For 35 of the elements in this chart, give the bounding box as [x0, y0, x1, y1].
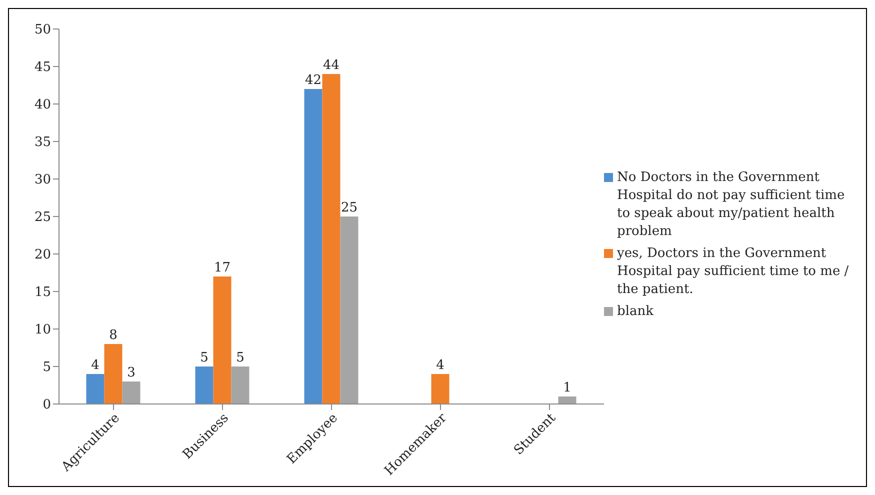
- data-label: 42: [304, 73, 322, 88]
- y-tick-label: 0: [42, 398, 51, 413]
- y-tick-label: 45: [34, 60, 51, 76]
- bar: [558, 396, 576, 404]
- y-tick-label: 25: [34, 210, 51, 226]
- y-tick-label: 30: [34, 172, 51, 188]
- data-label: 5: [200, 350, 208, 366]
- data-label: 44: [322, 58, 340, 73]
- bar: [195, 366, 214, 404]
- data-label: 4: [91, 358, 100, 373]
- bar: [304, 89, 322, 404]
- bar: [213, 276, 232, 404]
- bar: [322, 74, 340, 404]
- y-tick-label: 5: [42, 360, 51, 376]
- data-label: 8: [109, 328, 118, 343]
- data-label: 4: [436, 358, 444, 373]
- bar: [231, 366, 250, 404]
- bar: [431, 374, 450, 404]
- bar: [122, 382, 140, 404]
- y-tick-label: 15: [34, 285, 51, 300]
- y-tick-label: 10: [34, 322, 51, 338]
- data-label: 17: [214, 260, 231, 276]
- data-label: 5: [236, 350, 244, 366]
- legend-label: yes, Doctors in the Government Hospital pay sufficient time to me / the patient.: [617, 244, 850, 298]
- y-tick-label: 35: [34, 135, 51, 150]
- y-tick-label: 20: [34, 248, 51, 263]
- bar: [340, 216, 358, 404]
- data-label: 3: [127, 366, 136, 380]
- y-tick-label: 50: [34, 22, 51, 38]
- legend-label: blank: [617, 302, 654, 320]
- bar: [86, 374, 104, 404]
- data-label: 1: [563, 380, 572, 396]
- y-tick-label: 40: [34, 98, 51, 113]
- bar: [104, 344, 122, 404]
- data-label: 25: [340, 200, 358, 216]
